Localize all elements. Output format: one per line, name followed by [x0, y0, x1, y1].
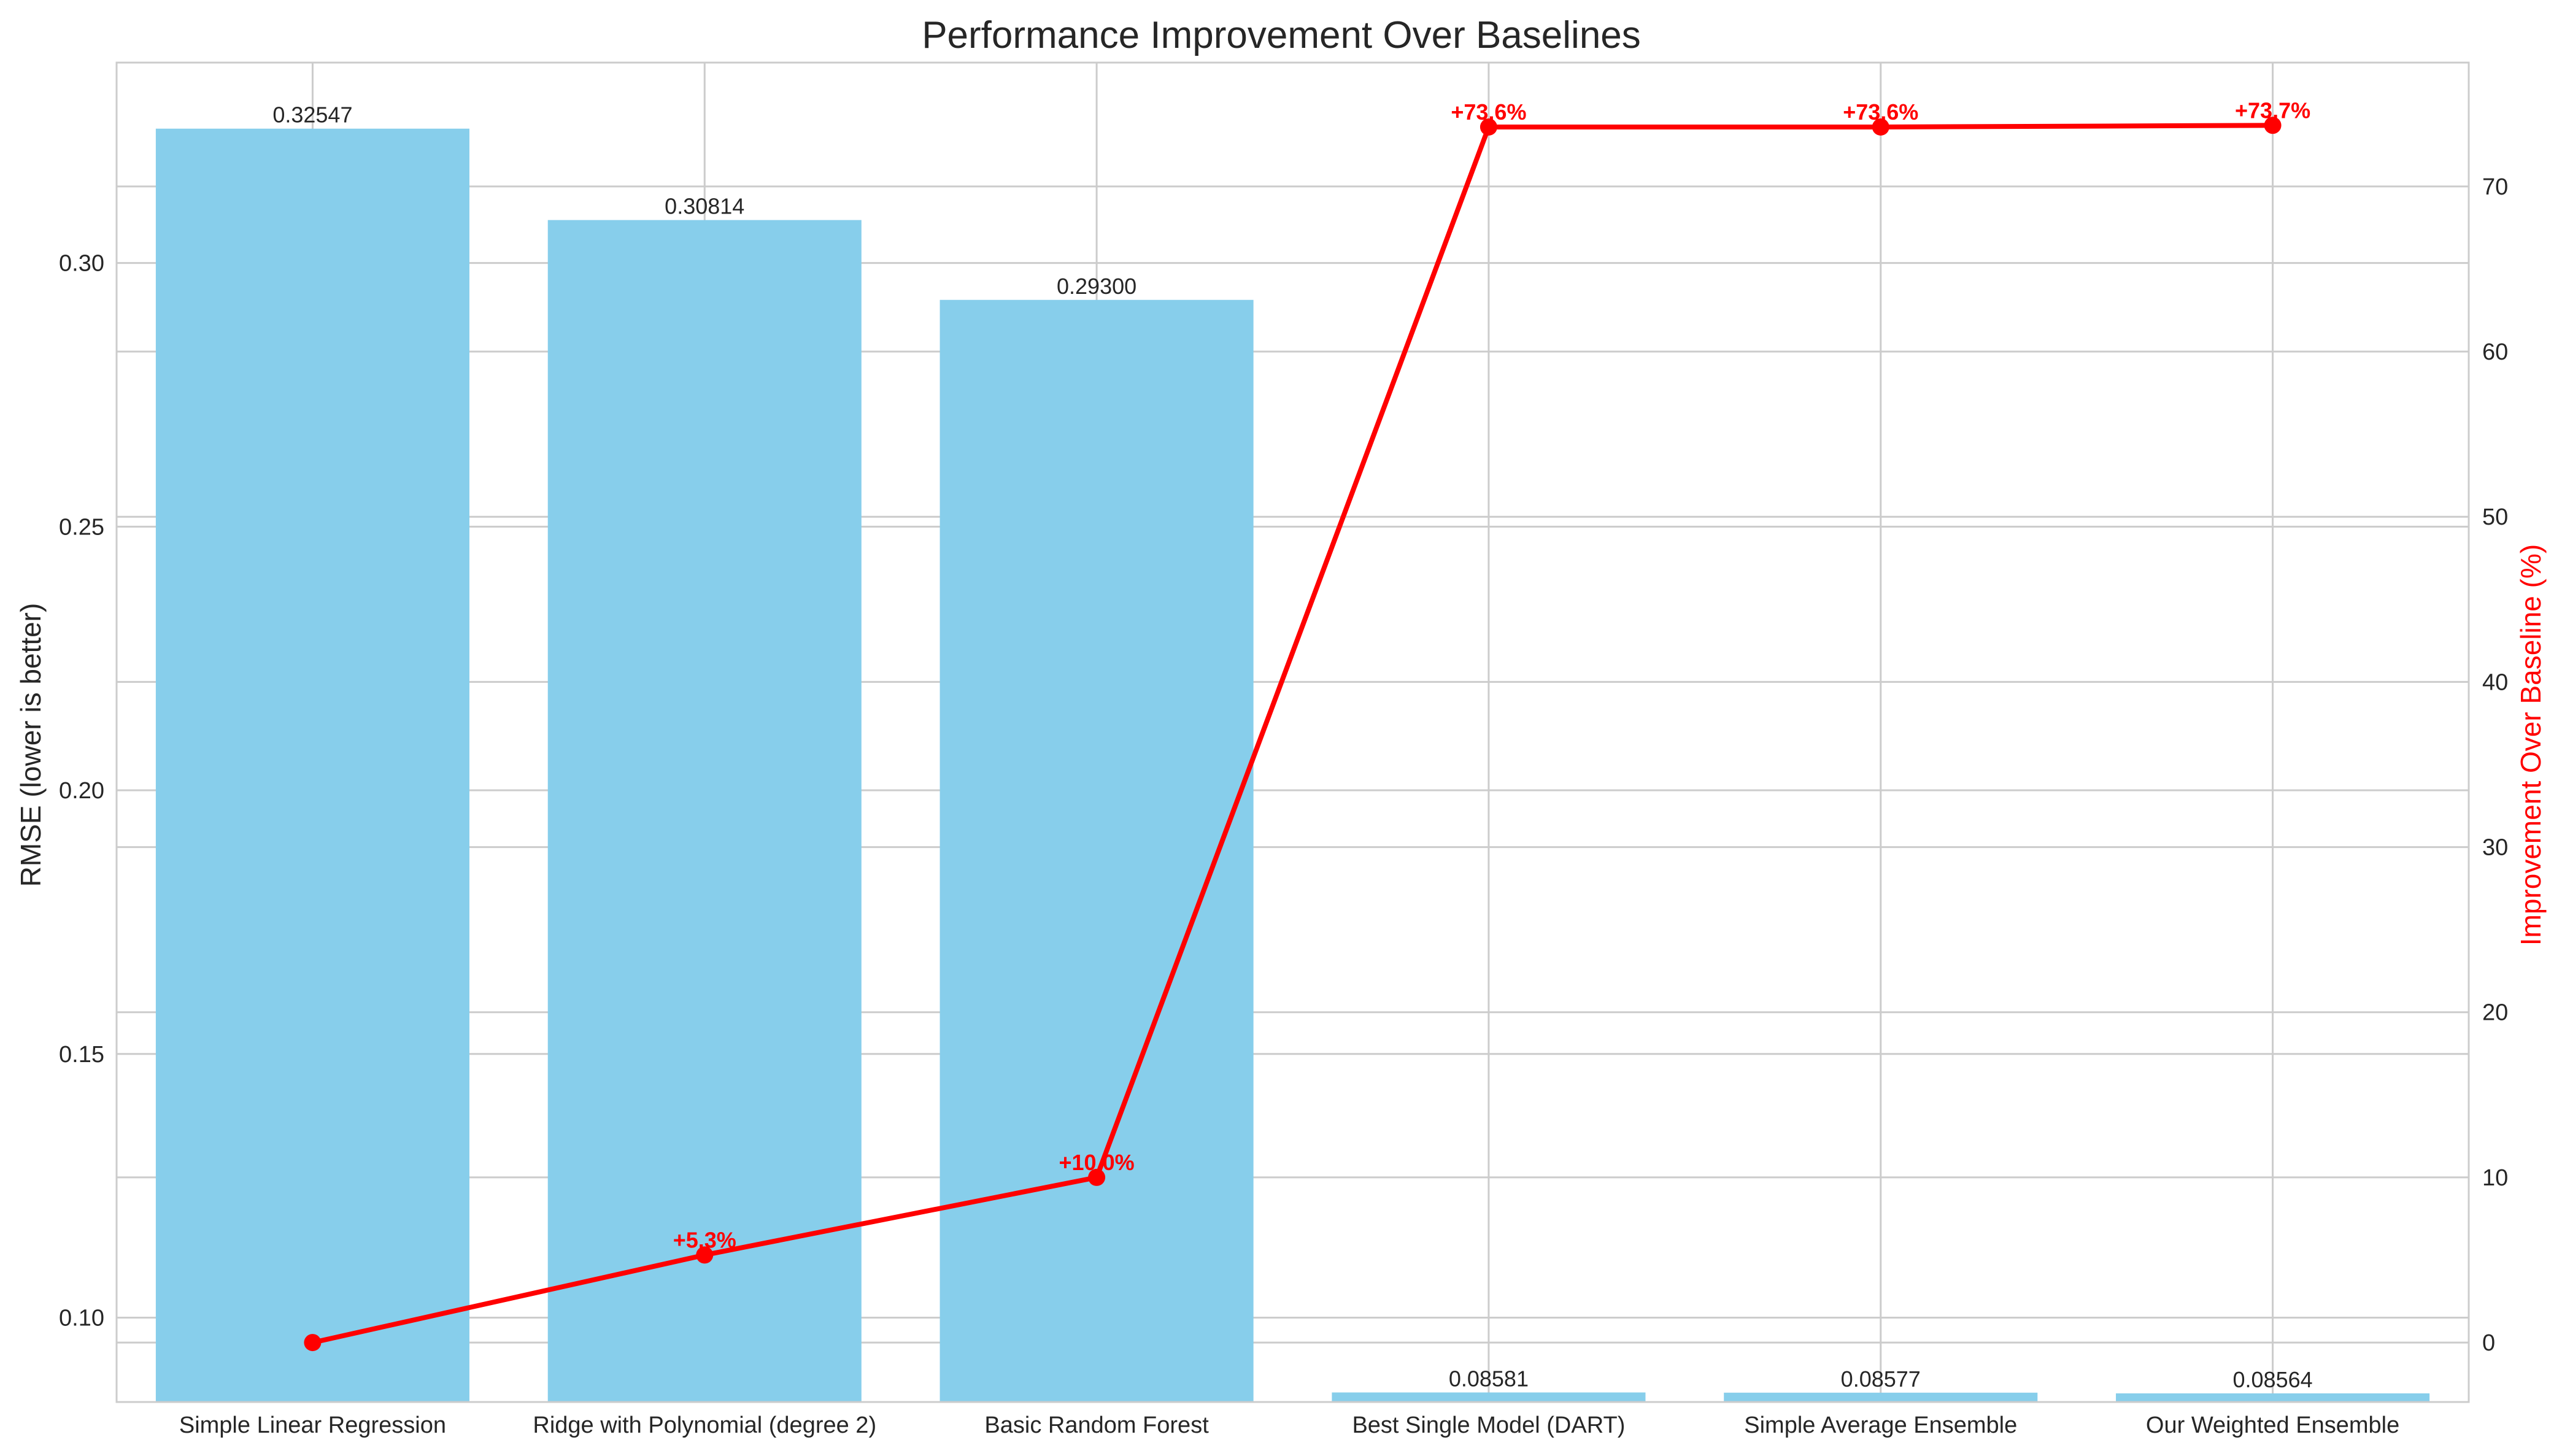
y2-axis-title: Improvement Over Baseline (%) [2515, 544, 2547, 946]
line-layer [304, 117, 2282, 1352]
bar-value-label: 0.32547 [272, 102, 352, 128]
improvement-label: +10.0% [1059, 1150, 1135, 1175]
y2-tick-label: 70 [2482, 174, 2508, 200]
y-tick-label: 0.10 [59, 1305, 104, 1331]
x-tick-label: Simple Linear Regression [179, 1412, 446, 1438]
improvement-line [312, 123, 2273, 1346]
bar-value-label: 0.08564 [2233, 1367, 2313, 1392]
rmse-bar [2116, 1393, 2430, 1402]
chart-title: Performance Improvement Over Baselines [922, 14, 1641, 56]
x-tick-label: Our Weighted Ensemble [2146, 1412, 2399, 1438]
improvement-label: +73.6% [1451, 99, 1526, 125]
y2-tick-label: 20 [2482, 1000, 2508, 1026]
rmse-bar [547, 220, 862, 1403]
improvement-label: +5.3% [673, 1227, 736, 1252]
y2-tick-label: 40 [2482, 669, 2508, 695]
rmse-bar [940, 299, 1254, 1403]
rmse-bar [1724, 1392, 2038, 1402]
y2-tick-label: 50 [2482, 504, 2508, 530]
rmse-bar [155, 128, 469, 1402]
x-tick-label: Basic Random Forest [984, 1412, 1209, 1438]
x-tick-label: Simple Average Ensemble [1744, 1412, 2017, 1438]
y-tick-label: 0.30 [59, 251, 104, 277]
x-tick-label: Best Single Model (DART) [1352, 1412, 1625, 1438]
bar-value-label: 0.08577 [1841, 1366, 1921, 1392]
improvement-label: +73.7% [2235, 98, 2310, 123]
label-layer: 0.32547 0.30814 0.29300 0.08581 0.08577 0.085… [272, 98, 2312, 1392]
improvement-point [1088, 1168, 1106, 1186]
y2-tick-label: 0 [2482, 1330, 2495, 1356]
bar-value-label: 0.30814 [665, 194, 744, 219]
y2-tick-label: 10 [2482, 1165, 2508, 1191]
bar-layer [155, 128, 2430, 1403]
improvement-point [1872, 118, 1889, 136]
bar-value-label: 0.08581 [1449, 1366, 1529, 1391]
rmse-bar [1332, 1392, 1646, 1402]
improvement-point [304, 1334, 322, 1352]
y-tick-label: 0.20 [59, 778, 104, 804]
y-tick-label: 0.25 [59, 514, 104, 540]
axis-layer: Performance Improvement Over Baselines R… [15, 14, 2547, 1438]
improvement-point [696, 1246, 714, 1264]
plot-frame [115, 61, 2470, 1403]
y-axis-title: RMSE (lower is better) [15, 603, 47, 887]
improvement-point [2264, 117, 2282, 134]
y2-tick-label: 60 [2482, 339, 2508, 365]
bar-value-label: 0.29300 [1057, 274, 1136, 299]
x-tick-label: Ridge with Polynomial (degree 2) [533, 1412, 876, 1438]
improvement-label: +73.6% [1843, 99, 1918, 125]
improvement-point [1480, 118, 1497, 136]
y2-tick-label: 30 [2482, 835, 2508, 861]
y-tick-label: 0.15 [59, 1042, 104, 1068]
